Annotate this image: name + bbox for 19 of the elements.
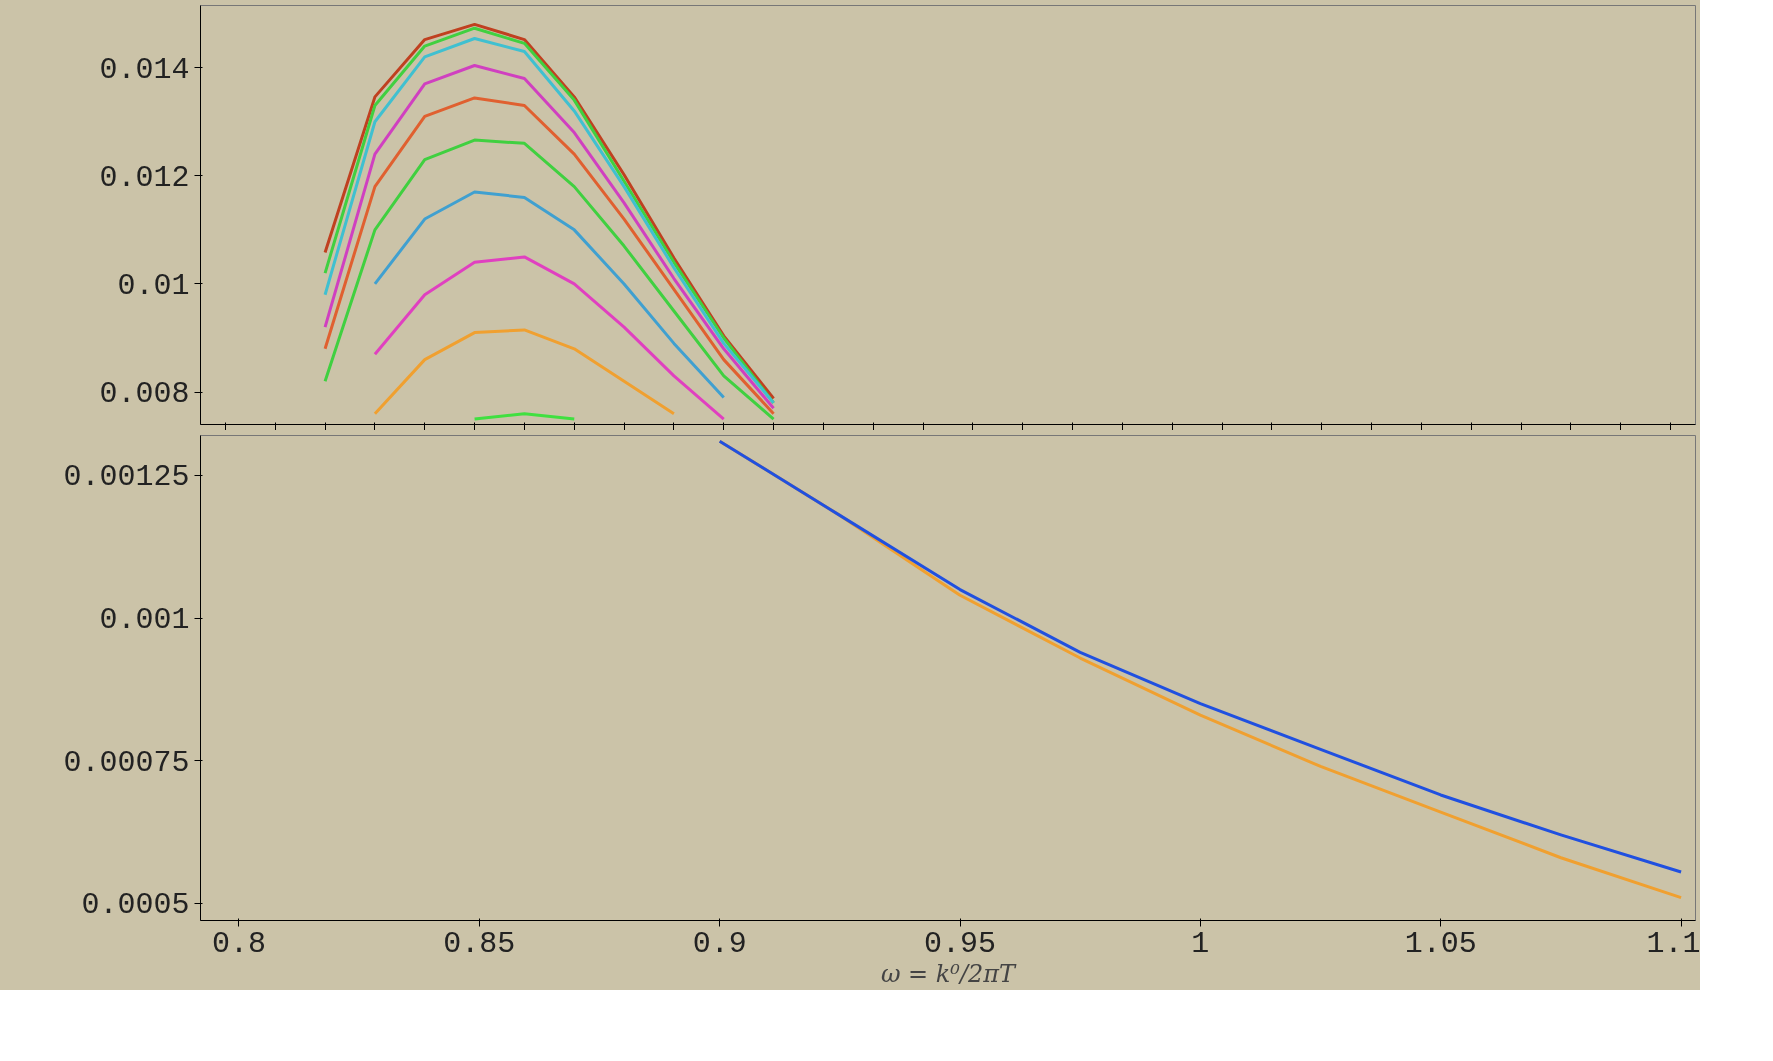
x-tick-label: 0.95	[924, 926, 997, 961]
line-series	[373, 190, 726, 399]
y-tick-label: 0.012	[99, 160, 190, 195]
x-axis-title: ω = k⁰/2πT	[880, 959, 1018, 988]
y-tick-label: 0.01	[117, 268, 190, 303]
x-tick-label: 0.9	[692, 926, 747, 961]
x-tick-label: 1.05	[1404, 926, 1477, 961]
y-tick-label: 0.001	[99, 603, 190, 638]
y-tick-label: 0.008	[99, 377, 190, 412]
y-tick-label: 0.0005	[81, 888, 190, 923]
y-tick-label: 0.014	[99, 52, 190, 87]
line-series	[373, 255, 726, 421]
x-tick-label: 0.8	[211, 926, 266, 961]
x-tick-label: 1	[1191, 926, 1210, 961]
x-tick-label: 1.1	[1646, 926, 1701, 961]
y-tick-label: 0.00075	[63, 745, 190, 780]
x-tick-label: 0.85	[443, 926, 516, 961]
y-tick-label: 0.00125	[63, 460, 190, 495]
line-series	[373, 328, 676, 416]
